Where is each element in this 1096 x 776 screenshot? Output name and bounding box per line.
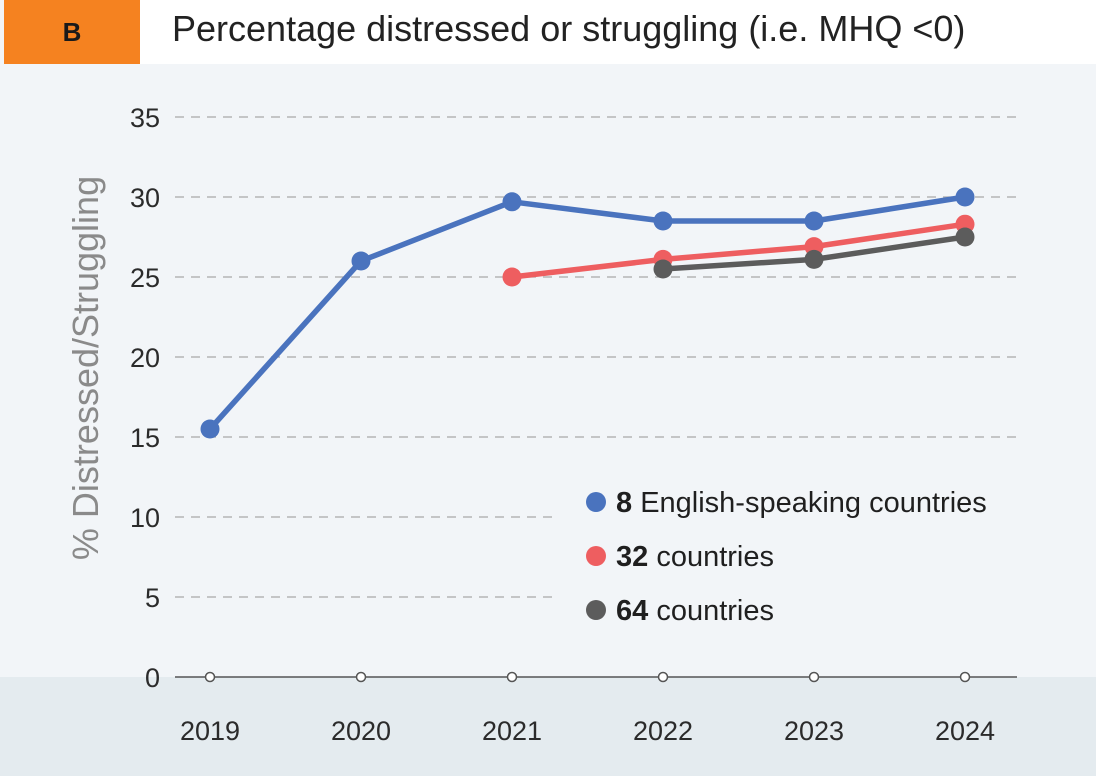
legend-label-64: countries bbox=[648, 595, 774, 627]
legend: 8 English-speaking countries 32 countries… bbox=[586, 487, 987, 627]
y-tick-label-0: 0 bbox=[145, 663, 160, 693]
x-tick-label-2023: 2023 bbox=[784, 716, 844, 746]
x-tick-label-2022: 2022 bbox=[633, 716, 693, 746]
x-axis-tick-marker-2024 bbox=[959, 671, 971, 683]
legend-count-64: 64 bbox=[616, 595, 648, 627]
legend-entry-64: 64 countries bbox=[616, 595, 774, 627]
legend-marker-32 bbox=[586, 546, 606, 566]
x-axis-tick-marker-2019 bbox=[204, 671, 216, 683]
x-axis bbox=[175, 671, 1017, 683]
series-8-point-2019 bbox=[200, 419, 220, 439]
y-tick-label-30: 30 bbox=[130, 183, 160, 213]
y-tick-label-35: 35 bbox=[130, 103, 160, 133]
title-band bbox=[140, 0, 1096, 64]
series-64-point-2023 bbox=[804, 249, 824, 269]
series-8-line bbox=[207, 194, 968, 432]
y-tick-label-15: 15 bbox=[130, 423, 160, 453]
series-64-point-2024 bbox=[955, 227, 975, 247]
x-tick-label-2024: 2024 bbox=[935, 716, 995, 746]
y-tick-label-5: 5 bbox=[145, 583, 160, 613]
legend-count-32: 32 bbox=[616, 541, 648, 573]
series-8-point-2021 bbox=[502, 192, 522, 212]
y-axis-label: % Distressed/Struggling bbox=[65, 176, 106, 560]
series-32-line bbox=[509, 221, 968, 280]
legend-marker-64 bbox=[586, 600, 606, 620]
legend-entry-8: 8 English-speaking countries bbox=[616, 487, 987, 519]
x-axis-tick-marker-2020 bbox=[355, 671, 367, 683]
y-tick-label-20: 20 bbox=[130, 343, 160, 373]
legend-label-8: English-speaking countries bbox=[632, 487, 987, 519]
gridlines bbox=[175, 116, 1017, 598]
legend-count-8: 8 bbox=[616, 487, 632, 519]
x-tick-label-2020: 2020 bbox=[331, 716, 391, 746]
panel-badge: B bbox=[4, 0, 140, 64]
x-tick-label-2019: 2019 bbox=[180, 716, 240, 746]
legend-entry-32: 32 countries bbox=[616, 541, 774, 573]
legend-marker-8 bbox=[586, 492, 606, 512]
x-tick-labels: 2019 2020 2021 2022 2023 2024 bbox=[180, 716, 995, 746]
series bbox=[200, 187, 975, 439]
x-tick-label-2021: 2021 bbox=[482, 716, 542, 746]
series-8-point-2024 bbox=[955, 187, 975, 207]
series-32-point-2021 bbox=[502, 267, 522, 287]
chart-title: Percentage distressed or struggling (i.e… bbox=[172, 8, 966, 49]
x-axis-tick-marker-2023 bbox=[808, 671, 820, 683]
y-tick-label-25: 25 bbox=[130, 263, 160, 293]
series-8-point-2022 bbox=[653, 211, 673, 231]
x-axis-tick-marker-2022 bbox=[657, 671, 669, 683]
y-tick-label-10: 10 bbox=[130, 503, 160, 533]
series-8-point-2020 bbox=[351, 251, 371, 271]
series-8-point-2023 bbox=[804, 211, 824, 231]
x-axis-tick-marker-2021 bbox=[506, 671, 518, 683]
series-64-point-2022 bbox=[653, 259, 673, 279]
y-tick-labels: 0 5 10 15 20 25 30 35 bbox=[130, 103, 160, 693]
x-axis-band bbox=[0, 677, 1096, 776]
legend-label-32: countries bbox=[648, 541, 774, 573]
